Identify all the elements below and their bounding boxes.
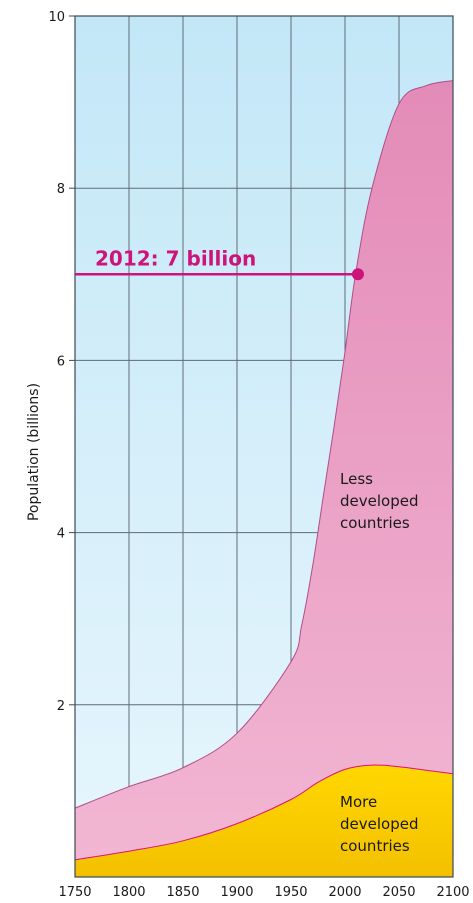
highlight-label: 2012: 7 billion	[95, 246, 256, 270]
series-label-line: More	[340, 793, 377, 811]
x-tick-label: 1950	[274, 885, 307, 900]
x-tick-label: 2050	[382, 885, 415, 900]
y-tick-label: 6	[57, 354, 65, 369]
x-tick-label: 1750	[58, 885, 91, 900]
x-tick-label: 2000	[328, 885, 361, 900]
x-tick-label: 1800	[112, 885, 145, 900]
series-label-line: countries	[340, 837, 410, 855]
series-label: More developed countries	[340, 793, 418, 855]
highlight-point	[351, 268, 364, 281]
y-axis-label: Population (billions)	[26, 383, 42, 521]
y-tick-label: 10	[48, 10, 65, 25]
series-label: Less developed countries	[340, 470, 418, 532]
series-label-line: developed	[340, 492, 418, 510]
x-tick-label: 1850	[166, 885, 199, 900]
series-label-line: countries	[340, 514, 410, 532]
series-label-line: developed	[340, 815, 418, 833]
x-tick-label: 2100	[436, 885, 469, 900]
y-tick-label: 8	[57, 182, 65, 197]
area-more-developed	[75, 764, 453, 877]
y-tick-label: 4	[57, 527, 65, 542]
series-labels: More developed countries Less developed count…	[340, 470, 418, 855]
y-axis: 2 4 6 8 10	[48, 10, 75, 714]
series-label-line: Less	[340, 470, 373, 488]
y-tick-label: 2	[57, 699, 65, 714]
x-axis: 1750 1800 1850 1900 1950 2000 2050 2100	[58, 885, 469, 900]
plot-frame	[74, 15, 454, 878]
x-tick-label: 1900	[220, 885, 253, 900]
